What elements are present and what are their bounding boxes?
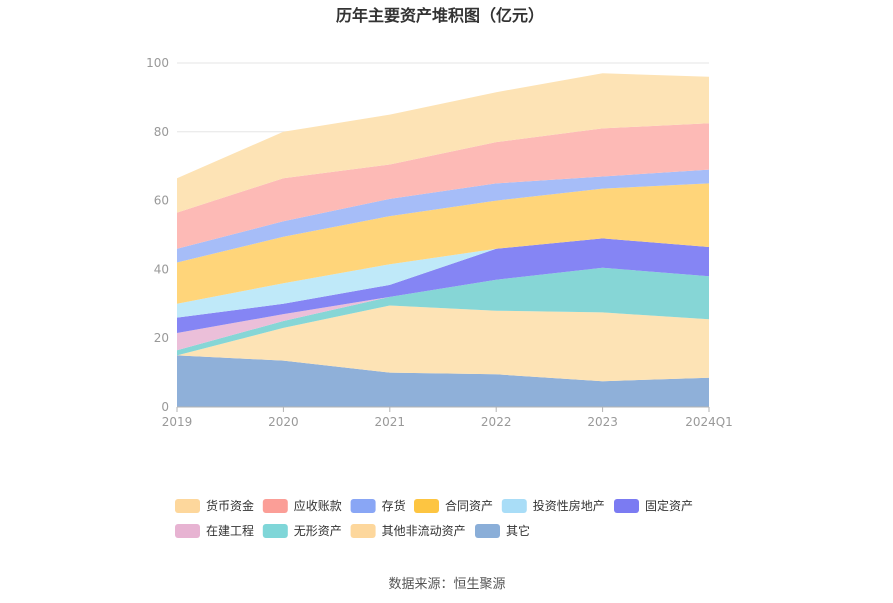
x-tick-label: 2020 (268, 415, 299, 429)
y-tick-label: 60 (154, 194, 169, 208)
area-投资性房地产 (177, 238, 709, 318)
legend-label: 货币资金 (206, 498, 254, 513)
legend-label: 合同资产 (445, 498, 493, 513)
area-货币资金 (177, 73, 709, 213)
legend-label: 无形资产 (294, 524, 342, 538)
chart-title: 历年主要资产堆积图（亿元） (336, 6, 544, 25)
legend-swatch (614, 499, 639, 513)
legend-label: 其他非流动资产 (382, 524, 466, 538)
legend-label: 其它 (506, 523, 530, 538)
legend-label: 在建工程 (206, 523, 254, 538)
x-tick-label: 2021 (375, 415, 406, 429)
y-tick-label: 100 (146, 56, 169, 70)
y-tick-label: 0 (161, 400, 169, 414)
area-其他非流动资产 (177, 305, 709, 382)
legend-swatch (175, 524, 200, 538)
area-固定资产 (177, 238, 709, 333)
legend-swatch (175, 499, 200, 513)
y-tick-label: 20 (154, 331, 169, 345)
legend-label: 存货 (382, 498, 406, 513)
legend-swatch (262, 524, 288, 538)
legend-swatch (414, 499, 439, 513)
x-tick-label: 2019 (162, 415, 193, 429)
x-tick-label: 2023 (587, 415, 618, 429)
legend-swatch (262, 499, 288, 513)
area-无形资产 (177, 267, 709, 356)
legend-swatch (475, 524, 500, 538)
area-合同资产 (177, 183, 709, 304)
series-areas (177, 73, 709, 407)
legend-swatch (350, 499, 376, 513)
axes: 0 20 40 60 80 100 2019 2020 2021 2022 2023 2024Q1 (146, 56, 733, 429)
legend-swatch (350, 524, 376, 538)
area-应收账款 (177, 123, 709, 249)
y-tick-label: 40 (154, 262, 169, 276)
y-tick-label: 80 (154, 125, 169, 139)
area-其它 (177, 355, 709, 407)
legend-label: 固定资产 (645, 498, 693, 513)
area-存货 (177, 169, 709, 263)
legend-label: 应收账款 (294, 498, 342, 513)
x-tick-label: 2024Q1 (685, 415, 733, 429)
data-source-note: 数据来源：恒生聚源 (388, 577, 505, 592)
legend-label: 投资性房地产 (533, 498, 605, 513)
legend-swatch (501, 499, 527, 513)
x-tick-label: 2022 (481, 415, 512, 429)
